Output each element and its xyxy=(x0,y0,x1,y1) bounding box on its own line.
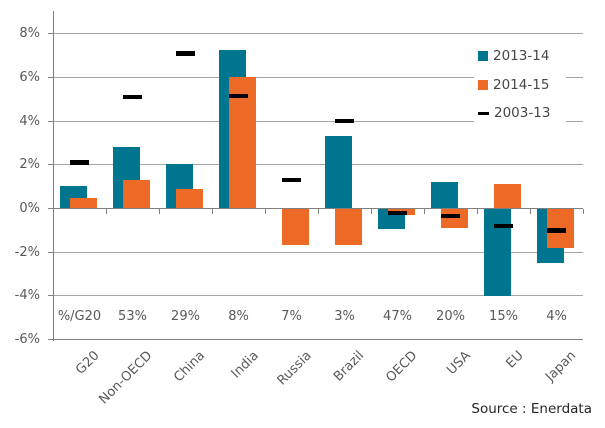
x-axis-label-g20: G20 xyxy=(72,348,103,378)
x-axis-tick xyxy=(530,208,531,214)
share-label-russia: 7% xyxy=(281,309,302,324)
x-axis-tick xyxy=(159,208,160,214)
legend-label-2013-14: 2013-14 xyxy=(493,48,550,65)
x-axis-label-eu: EU xyxy=(503,348,527,372)
x-axis-tick xyxy=(212,208,213,214)
legend-item-2003-13: 2003-13 xyxy=(474,99,566,128)
share-label-oecd: 47% xyxy=(383,309,412,324)
x-axis-label-russia: Russia xyxy=(274,348,315,389)
legend-label-2003-13: 2003-13 xyxy=(494,105,551,122)
gridline-4- xyxy=(53,120,583,122)
legend-marker-2003-13 xyxy=(478,111,489,115)
dash-2003-13-usa xyxy=(441,213,460,219)
y-axis-label: -6% xyxy=(14,332,40,348)
bar-2014-15-russia xyxy=(282,208,309,245)
dash-2003-13-brazil xyxy=(335,118,354,124)
bar-2014-15-china xyxy=(176,188,203,209)
y-axis-tick xyxy=(48,295,54,297)
y-axis-tick xyxy=(48,76,54,78)
share-label-g20: %/G20 xyxy=(57,309,102,324)
dash-2003-13-oecd xyxy=(388,210,407,216)
y-axis-tick xyxy=(48,339,54,341)
bar-2014-15-india xyxy=(229,77,256,209)
share-label-eu: 15% xyxy=(489,309,518,324)
bar-2014-15-g20 xyxy=(70,197,97,209)
source-label: Source : Enerdata xyxy=(471,401,592,417)
x-axis-tick xyxy=(265,208,266,214)
y-axis-label: 2% xyxy=(19,157,40,173)
x-axis-tick xyxy=(583,208,584,214)
x-axis-tick xyxy=(53,208,54,214)
x-axis-tick xyxy=(318,208,319,214)
y-axis-tick xyxy=(48,120,54,122)
bottom-axis-line xyxy=(53,339,583,341)
legend-item-2013-14: 2013-14 xyxy=(474,42,566,71)
dash-2003-13-china xyxy=(176,51,195,56)
x-axis-label-oecd: OECD xyxy=(383,348,421,386)
dash-2003-13-japan xyxy=(547,228,566,233)
dash-2003-13-eu xyxy=(494,223,513,229)
share-label-china: 29% xyxy=(171,309,200,324)
y-axis-label: 6% xyxy=(19,69,40,85)
y-axis-label: -2% xyxy=(14,244,40,260)
share-label-brazil: 3% xyxy=(334,309,355,324)
gridline--2- xyxy=(53,251,583,253)
bar-2013-14-usa xyxy=(431,182,458,209)
dash-2003-13-non-oecd xyxy=(123,94,142,100)
share-label-non-oecd: 53% xyxy=(118,309,147,324)
gridline-8- xyxy=(53,33,583,35)
gridline--4- xyxy=(53,295,583,297)
x-axis-label-non-oecd: Non-OECD xyxy=(96,348,156,408)
y-axis-tick xyxy=(48,33,54,35)
share-label-india: 8% xyxy=(228,309,249,324)
legend-item-2014-15: 2014-15 xyxy=(474,70,566,99)
x-axis-label-japan: Japan xyxy=(543,348,580,385)
y-axis-label: 0% xyxy=(19,201,40,216)
legend-marker-2013-14 xyxy=(478,51,488,62)
x-axis-label-usa: USA xyxy=(443,348,474,378)
bar-2014-15-non-oecd xyxy=(123,180,150,209)
x-axis-tick xyxy=(424,208,425,214)
legend-marker-2014-15 xyxy=(478,79,488,90)
x-axis-label-india: India xyxy=(228,348,262,382)
y-axis-label: 8% xyxy=(19,26,40,42)
dash-2003-13-india xyxy=(229,93,248,99)
gridline-2- xyxy=(53,164,583,166)
gridline-6- xyxy=(53,76,583,78)
bar-2014-15-eu xyxy=(494,184,521,209)
bar-2013-14-eu xyxy=(484,208,511,296)
bar-2014-15-brazil xyxy=(335,208,362,245)
y-axis-tick xyxy=(48,164,54,166)
x-axis-tick xyxy=(106,208,107,214)
x-axis-tick xyxy=(477,208,478,214)
x-axis-tick xyxy=(371,208,372,214)
chart-legend: 2013-14 2014-15 2003-13 xyxy=(474,42,566,128)
y-axis-label: -4% xyxy=(14,288,40,304)
bar-2013-14-brazil xyxy=(325,136,352,209)
y-axis-tick xyxy=(48,208,54,209)
x-axis-label-china: China xyxy=(171,348,209,386)
legend-label-2014-15: 2014-15 xyxy=(493,76,550,93)
y-axis-label: 4% xyxy=(19,113,40,129)
y-axis-line xyxy=(53,11,54,341)
share-label-usa: 20% xyxy=(436,309,465,324)
x-axis-label-brazil: Brazil xyxy=(331,348,368,385)
share-label-japan: 4% xyxy=(546,309,567,324)
dash-2003-13-g20 xyxy=(70,160,89,165)
y-axis-tick xyxy=(48,251,54,253)
dash-2003-13-russia xyxy=(282,177,301,183)
